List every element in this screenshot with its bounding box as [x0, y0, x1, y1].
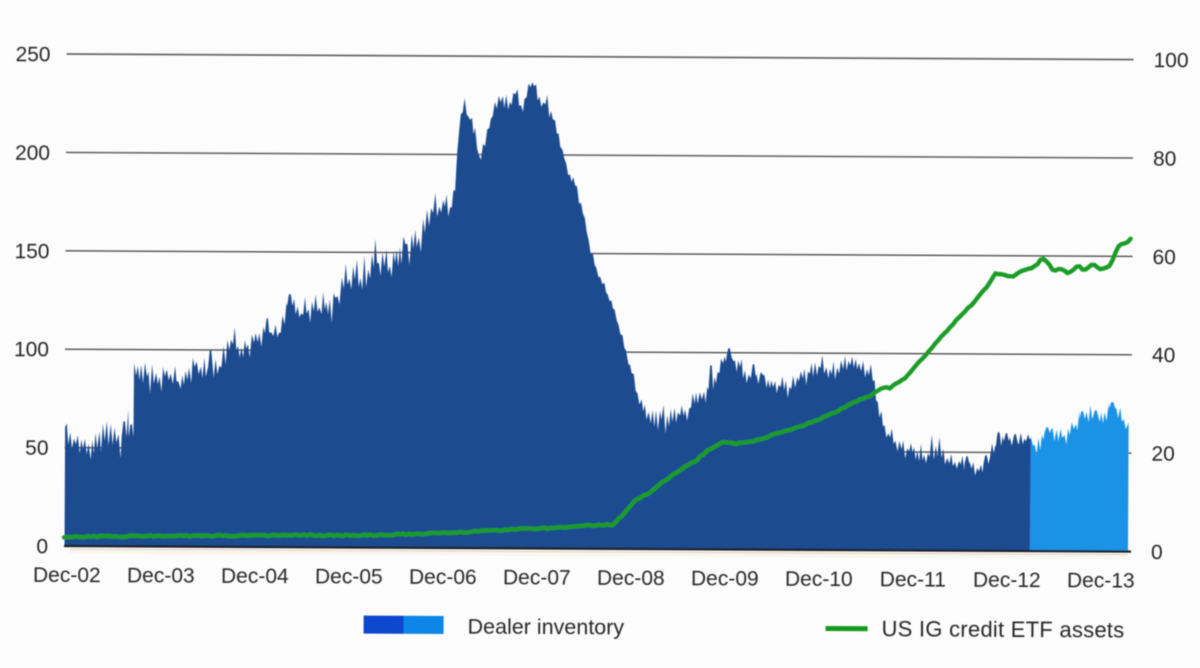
- svg-text:80: 80: [1153, 148, 1176, 171]
- svg-text:Dec-04: Dec-04: [221, 565, 289, 588]
- svg-text:Dec-07: Dec-07: [503, 566, 571, 589]
- svg-text:40: 40: [1152, 344, 1175, 367]
- svg-text:Dealer inventory: Dealer inventory: [468, 615, 625, 640]
- svg-text:Dec-02: Dec-02: [33, 564, 101, 587]
- svg-text:60: 60: [1152, 246, 1175, 269]
- svg-text:0: 0: [1151, 541, 1163, 564]
- svg-text:150: 150: [14, 240, 49, 263]
- svg-text:50: 50: [25, 437, 48, 460]
- svg-text:100: 100: [14, 338, 49, 361]
- svg-text:250: 250: [15, 43, 50, 66]
- svg-text:Dec-08: Dec-08: [597, 567, 665, 590]
- svg-text:Dec-05: Dec-05: [315, 565, 383, 588]
- svg-text:Dec-12: Dec-12: [973, 569, 1041, 592]
- svg-text:200: 200: [15, 142, 50, 165]
- svg-text:US IG credit ETF assets: US IG credit ETF assets: [882, 616, 1125, 642]
- svg-text:Dec-09: Dec-09: [691, 567, 759, 590]
- svg-text:20: 20: [1151, 443, 1174, 466]
- svg-text:Dec-10: Dec-10: [785, 568, 853, 591]
- svg-text:0: 0: [36, 535, 48, 558]
- svg-text:100: 100: [1153, 49, 1188, 72]
- svg-text:Dec-03: Dec-03: [127, 564, 195, 587]
- svg-text:Dec-06: Dec-06: [409, 566, 477, 589]
- svg-text:Dec-11: Dec-11: [880, 568, 946, 591]
- svg-text:Dec-13: Dec-13: [1067, 569, 1135, 592]
